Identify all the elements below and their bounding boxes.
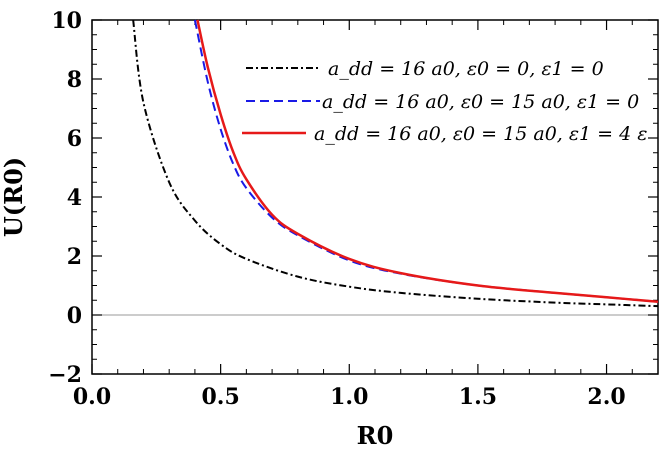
y-tick-label: −2 — [48, 362, 82, 388]
y-tick-label: 10 — [51, 8, 82, 34]
legend-label-3: a_dd = 16 a0, ε0 = 15 a0, ε1 = 4 ε — [314, 123, 647, 145]
x-tick-label: 0.5 — [201, 384, 239, 410]
series-line-1 — [132, 19, 659, 308]
y-tick-label: 0 — [67, 303, 82, 329]
y-tick-label: 4 — [67, 185, 82, 211]
y-axis-title: U(R0) — [0, 157, 28, 237]
x-tick-label: 2.0 — [587, 384, 625, 410]
x-axis-title: R0 — [357, 421, 394, 450]
y-tick-label: 8 — [67, 67, 82, 93]
legend-label-2: a_dd = 16 a0, ε0 = 15 a0, ε1 = 0 — [322, 91, 639, 113]
series-line-2 — [193, 19, 659, 303]
legend: a_dd = 16 a0, ε0 = 0, ε1 = 0 a_dd = 16 a0… — [242, 58, 647, 145]
legend-label-1: a_dd = 16 a0, ε0 = 0, ε1 = 0 — [328, 58, 604, 80]
ticks — [91, 19, 659, 375]
series-line-3 — [196, 19, 659, 303]
tick-labels: 0.0 0.5 1.0 1.5 2.0 −2 0 2 4 6 8 10 — [48, 8, 625, 410]
y-tick-label: 2 — [67, 244, 82, 270]
x-tick-label: 1.5 — [459, 384, 497, 410]
series-lines — [132, 19, 659, 308]
x-tick-label: 1.0 — [330, 384, 368, 410]
y-tick-label: 6 — [67, 126, 82, 152]
x-tick-label: 0.0 — [73, 384, 111, 410]
